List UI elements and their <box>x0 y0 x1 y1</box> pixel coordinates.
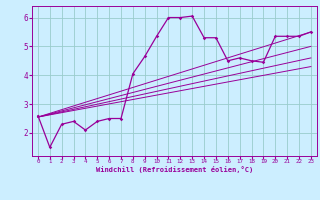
X-axis label: Windchill (Refroidissement éolien,°C): Windchill (Refroidissement éolien,°C) <box>96 166 253 173</box>
